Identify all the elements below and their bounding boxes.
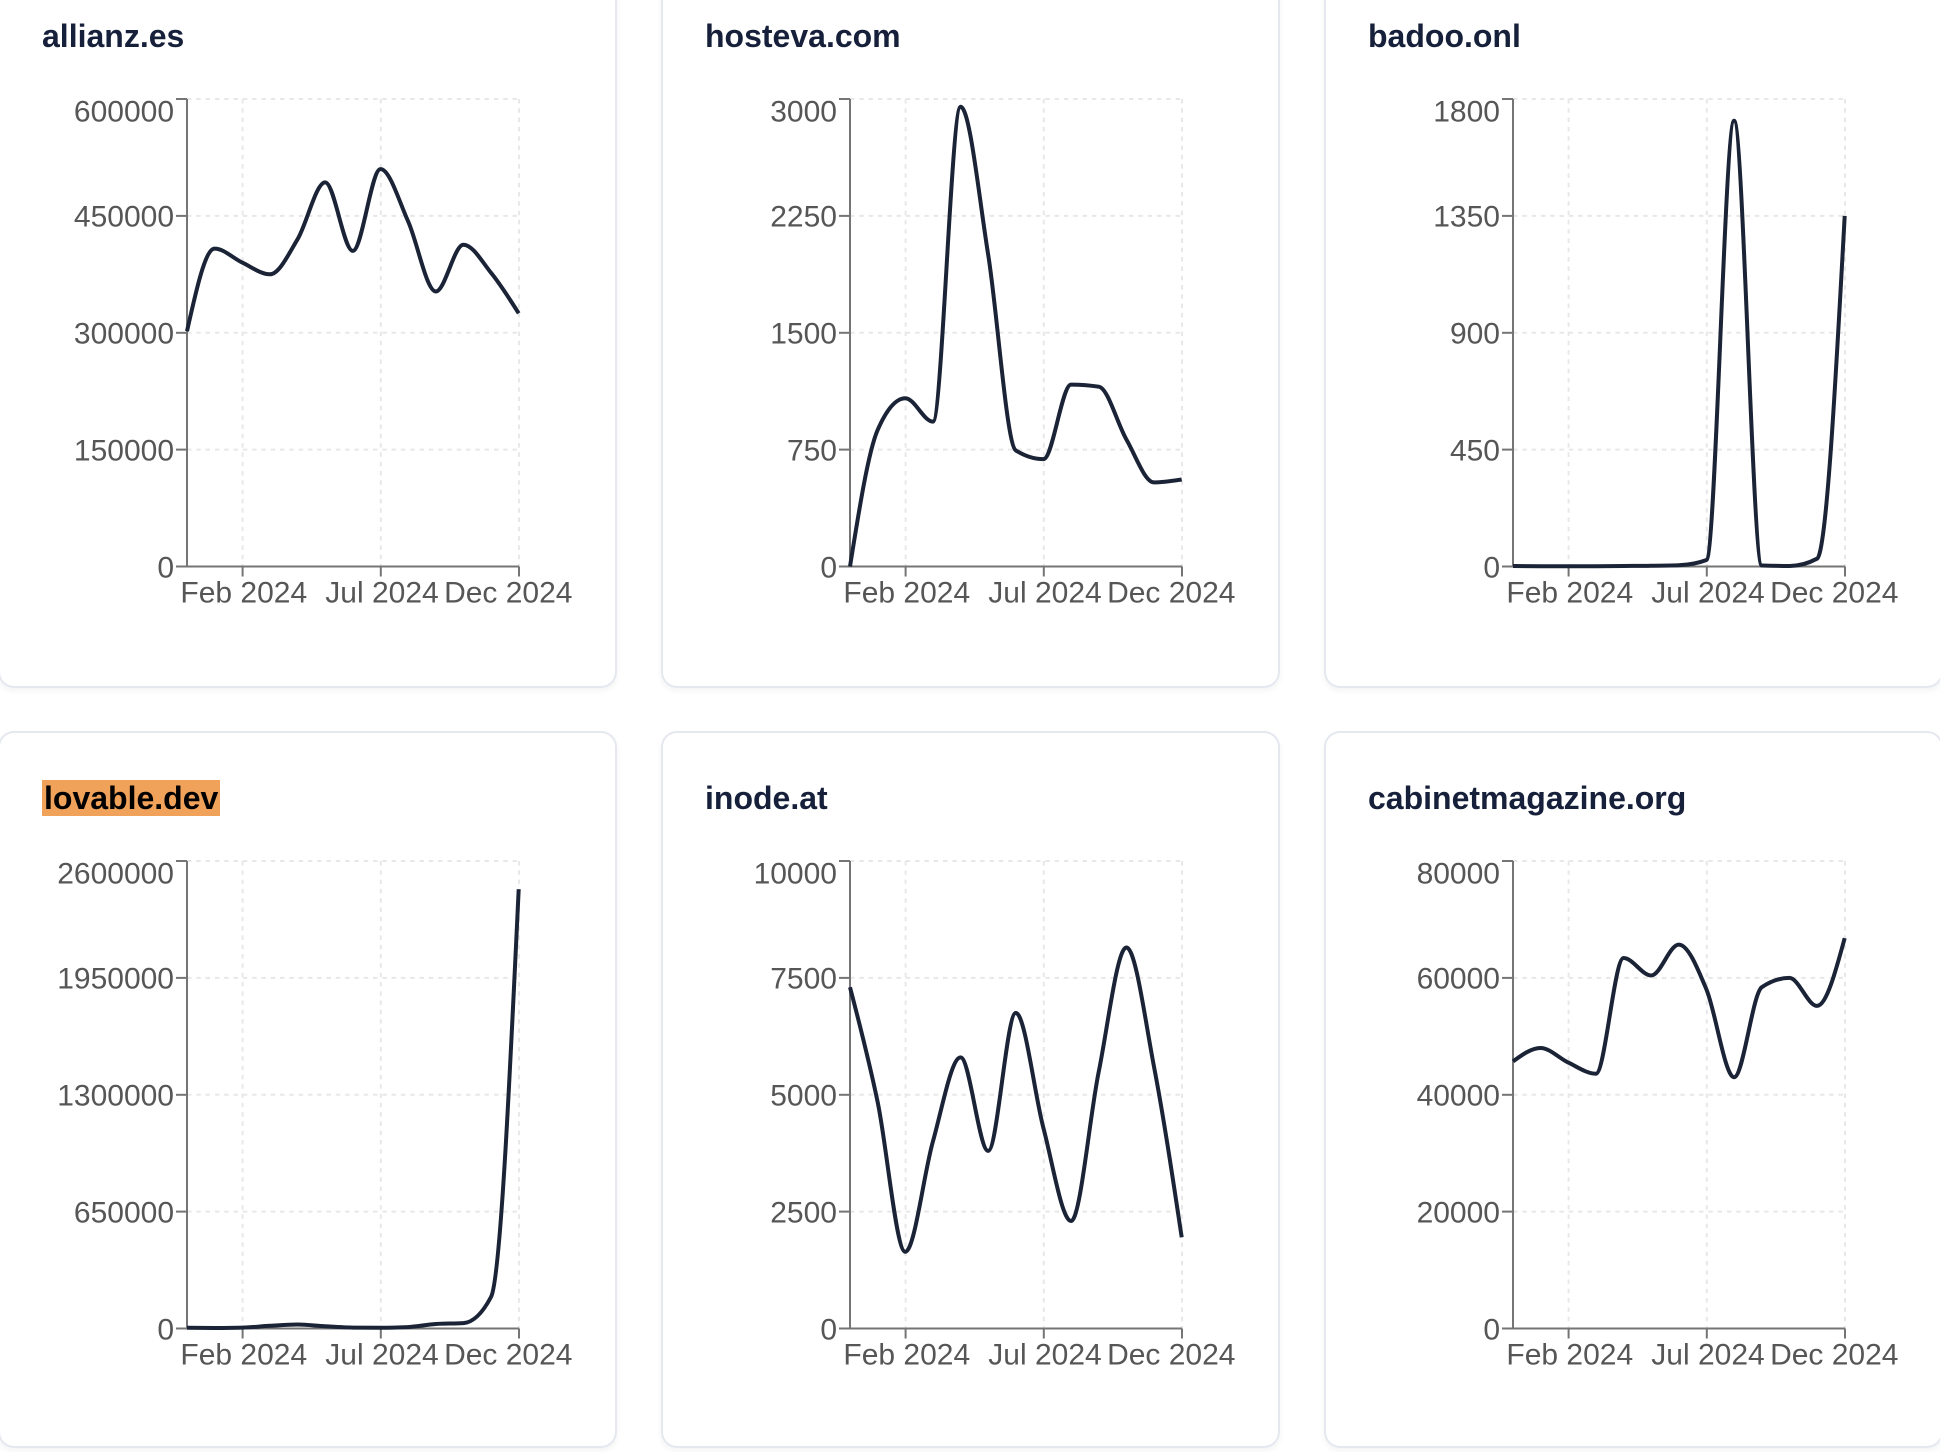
svg-text:1800: 1800 — [1433, 96, 1500, 129]
svg-text:2500: 2500 — [770, 1196, 837, 1229]
svg-text:650000: 650000 — [74, 1196, 174, 1229]
svg-text:20000: 20000 — [1417, 1196, 1500, 1229]
svg-text:Dec 2024: Dec 2024 — [444, 577, 572, 610]
svg-text:80000: 80000 — [1417, 858, 1500, 891]
svg-text:0: 0 — [820, 551, 837, 584]
svg-text:Jul 2024: Jul 2024 — [1651, 577, 1764, 610]
svg-text:Dec 2024: Dec 2024 — [1107, 577, 1235, 610]
svg-text:7500: 7500 — [770, 963, 837, 996]
svg-text:150000: 150000 — [74, 434, 174, 467]
svg-text:Jul 2024: Jul 2024 — [988, 1339, 1101, 1372]
svg-text:750: 750 — [787, 434, 837, 467]
svg-text:0: 0 — [820, 1313, 837, 1346]
svg-text:Jul 2024: Jul 2024 — [988, 577, 1101, 610]
svg-text:Feb 2024: Feb 2024 — [843, 577, 970, 610]
svg-text:3000: 3000 — [770, 96, 837, 129]
svg-text:1350: 1350 — [1433, 201, 1500, 234]
svg-text:300000: 300000 — [74, 318, 174, 351]
svg-text:450000: 450000 — [74, 201, 174, 234]
svg-text:10000: 10000 — [754, 858, 837, 891]
svg-text:2600000: 2600000 — [57, 858, 174, 891]
svg-text:1950000: 1950000 — [57, 963, 174, 996]
svg-text:Dec 2024: Dec 2024 — [1770, 1339, 1898, 1372]
svg-text:900: 900 — [1450, 318, 1500, 351]
svg-text:Dec 2024: Dec 2024 — [1107, 1339, 1235, 1372]
svg-text:0: 0 — [157, 551, 174, 584]
svg-text:Feb 2024: Feb 2024 — [180, 1339, 307, 1372]
svg-text:Dec 2024: Dec 2024 — [444, 1339, 572, 1372]
svg-text:Dec 2024: Dec 2024 — [1770, 577, 1898, 610]
svg-text:1300000: 1300000 — [57, 1080, 174, 1113]
svg-text:Jul 2024: Jul 2024 — [1651, 1339, 1764, 1372]
svg-text:Feb 2024: Feb 2024 — [1506, 577, 1633, 610]
svg-text:Feb 2024: Feb 2024 — [180, 577, 307, 610]
svg-text:5000: 5000 — [770, 1080, 837, 1113]
svg-text:1500: 1500 — [770, 318, 837, 351]
svg-text:Jul 2024: Jul 2024 — [325, 577, 438, 610]
svg-text:600000: 600000 — [74, 96, 174, 129]
svg-text:Jul 2024: Jul 2024 — [325, 1339, 438, 1372]
svg-text:40000: 40000 — [1417, 1080, 1500, 1113]
svg-text:2250: 2250 — [770, 201, 837, 234]
svg-text:0: 0 — [1483, 1313, 1500, 1346]
svg-text:450: 450 — [1450, 434, 1500, 467]
svg-text:60000: 60000 — [1417, 963, 1500, 996]
svg-text:Feb 2024: Feb 2024 — [1506, 1339, 1633, 1372]
svg-text:0: 0 — [1483, 551, 1500, 584]
svg-text:Feb 2024: Feb 2024 — [843, 1339, 970, 1372]
svg-text:0: 0 — [157, 1313, 174, 1346]
